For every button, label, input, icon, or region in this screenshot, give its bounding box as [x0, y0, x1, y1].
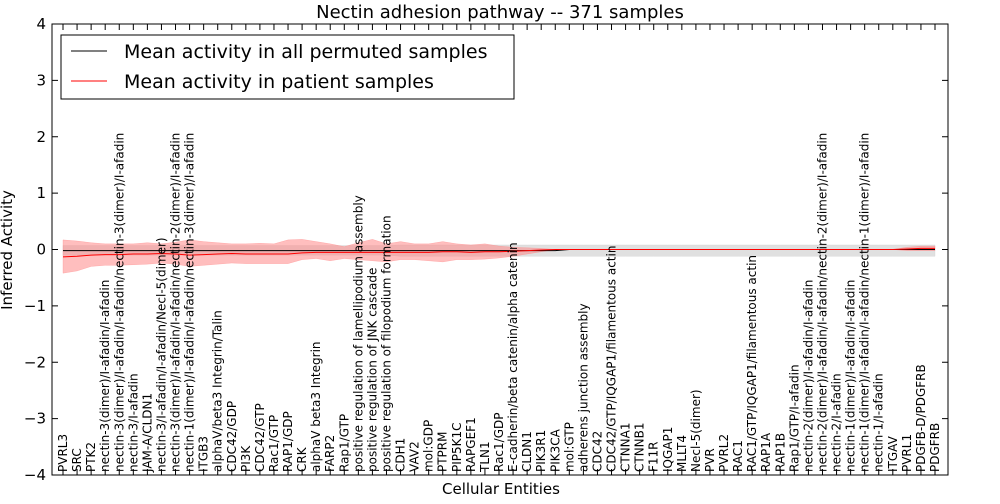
- x-tick-label: nectin-2(dimer)/I-afadin/I-afadin/nectin…: [815, 133, 829, 472]
- x-tick-label: CDC42/GTP: [253, 403, 267, 472]
- x-tick-label: IQGAP1: [661, 427, 675, 472]
- x-tick-label: Rap1/GTP: [337, 414, 351, 472]
- x-tick-label: nectin-2/I-afadin: [830, 373, 844, 472]
- x-axis-label: Cellular Entities: [442, 480, 560, 498]
- legend-label-1: Mean activity in patient samples: [124, 71, 434, 93]
- x-tick-label: PTPRM: [436, 432, 450, 473]
- y-tick-label: 1: [36, 184, 46, 202]
- x-tick-label: RAP1A: [759, 432, 773, 472]
- x-tick-label: nectin-1/I-afadin: [872, 373, 886, 472]
- x-tick-label: CDC42/GTP/IQGAP1/filamentous actin: [605, 246, 619, 472]
- x-tick-label: RAC1: [731, 440, 745, 472]
- y-tick-label: −3: [24, 410, 46, 428]
- chart-title: Nectin adhesion pathway -- 371 samples: [316, 2, 684, 23]
- x-tick-label: PVRL1: [900, 434, 914, 472]
- x-tick-label: CTNNB1: [633, 422, 647, 472]
- x-tick-label: RAP1B: [773, 433, 787, 472]
- x-tick-label: VAV2: [408, 441, 422, 472]
- x-tick-label: ITGAV: [886, 435, 900, 472]
- series-1-line: [62, 247, 935, 258]
- x-tick-label: RAC1/GTP/IQGAP1/filamentous actin: [745, 255, 759, 472]
- x-tick-label: alphaV beta3 Integrin: [309, 341, 323, 472]
- y-tick-label: 4: [36, 15, 46, 33]
- x-tick-label: CRK: [295, 446, 309, 472]
- x-tick-label: PIK3R1: [534, 430, 548, 472]
- x-tick-label: Necl-5(dimer): [689, 389, 703, 472]
- x-tick-label: PIK3CA: [548, 428, 562, 472]
- y-tick-label: 0: [36, 241, 46, 259]
- y-tick-label: −2: [24, 353, 46, 371]
- x-tick-label: PVR: [703, 448, 717, 472]
- x-tick-label: mol:GDP: [422, 420, 436, 472]
- x-tick-label: nectin-3/I-afadin/I-afadin/Necl-5(dimer): [154, 237, 168, 472]
- x-tick-label: CDC42/GDP: [225, 401, 239, 472]
- x-tick-label: Rac1/GTP: [267, 415, 281, 472]
- x-tick-label: positive regulation of JNK cascade: [365, 268, 379, 472]
- legend-label-0: Mean activity in all permuted samples: [124, 41, 487, 63]
- x-tick-label: nectin-3(dimer)/I-afadin/I-afadin/nectin…: [169, 133, 183, 472]
- x-tick-label: Rac1/GDP: [492, 413, 506, 472]
- x-tick-label: adherens junction assembly: [576, 303, 590, 472]
- series-1-band: [62, 239, 936, 274]
- x-tick-label: positive regulation of filopodium format…: [379, 215, 393, 472]
- x-tick-label: RAPGEF1: [464, 417, 478, 472]
- x-tick-label: SRC: [70, 448, 84, 472]
- x-tick-label: F11R: [647, 441, 661, 472]
- x-tick-label: PDGFB-D/PDGFRB: [914, 364, 928, 472]
- legend: Mean activity in all permuted samples Mea…: [60, 34, 515, 100]
- x-tick-label: nectin-3(dimer)/I-afadin/I-afadin: [98, 280, 112, 472]
- y-tick-label: 3: [36, 71, 46, 89]
- y-tick-label: −4: [24, 466, 46, 484]
- x-tick-label: JAM-A/CLDN1: [140, 393, 154, 473]
- x-tick-label: CLDN1: [520, 431, 534, 472]
- x-tick-label: RAP1/GDP: [281, 411, 295, 472]
- y-tick-label: −1: [24, 297, 46, 315]
- x-tick-label: Rap1/GTP/I-afadin: [787, 364, 801, 472]
- x-tick-label: MLLT4: [675, 435, 689, 472]
- x-tick-label: PVRL3: [56, 434, 70, 472]
- x-tick-label: positive regulation of lamellipodium ass…: [351, 195, 365, 472]
- x-tick-label: mol:GTP: [562, 422, 576, 472]
- x-tick-label: nectin-1(dimer)/I-afadin/I-afadin/nectin…: [183, 133, 197, 472]
- x-tick-label: alphaV/beta3 Integrin/Talin: [211, 310, 225, 472]
- x-tick-label: TLN1: [478, 441, 492, 473]
- x-tick-label: nectin-3/I-afadin: [126, 373, 140, 472]
- x-tick-label: nectin-1(dimer)/I-afadin/I-afadin: [844, 280, 858, 472]
- x-tick-label: nectin-1(dimer)/I-afadin/I-afadin/nectin…: [858, 133, 872, 472]
- x-tick-label: CTNNA1: [619, 422, 633, 472]
- x-tick-label: nectin-3(dimer)/I-afadin/I-afadin/nectin…: [112, 133, 126, 472]
- x-tick-label: PI3K: [239, 445, 253, 472]
- x-tick-label: CDH1: [394, 438, 408, 472]
- x-tick-label: PTK2: [84, 442, 98, 472]
- x-tick-label: FARP2: [323, 435, 337, 472]
- x-tick-label: PVRL2: [717, 434, 731, 472]
- x-tick-label: E-cadherin/beta catenin/alpha catenin: [506, 242, 520, 472]
- y-axis-label: Inferred Activity: [0, 190, 16, 310]
- x-tick-label: CDC42: [590, 431, 604, 472]
- x-tick-label: ITGB3: [197, 436, 211, 472]
- y-tick-label: 2: [36, 128, 46, 146]
- x-tick-label: nectin-2(dimer)/I-afadin/I-afadin: [801, 280, 815, 472]
- x-tick-label: PDGFRB: [928, 423, 942, 472]
- x-tick-label: PIP5K1C: [450, 422, 464, 472]
- legend-box: [60, 34, 515, 100]
